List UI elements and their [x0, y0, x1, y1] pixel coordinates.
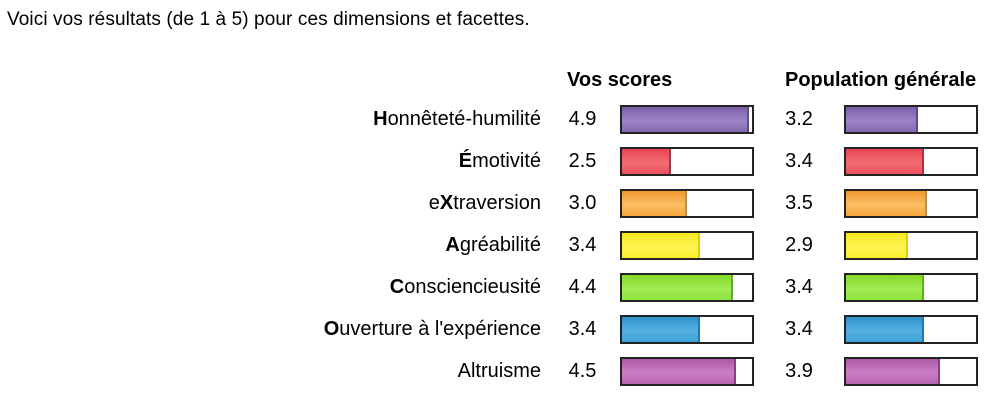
score-bar [620, 315, 754, 344]
result-row: Altruisme 4.5 3.9 [0, 357, 978, 386]
dimension-label: eXtraversion [428, 192, 541, 214]
score-bar [620, 105, 754, 134]
population-bar-fill [846, 107, 918, 132]
score-bar [620, 189, 754, 218]
population-bar [844, 357, 978, 386]
score-bar-fill [622, 149, 671, 174]
population-bar [844, 231, 978, 260]
population-value: 3.4 [785, 150, 813, 172]
result-row: Ouverture à l'expérience 3.4 3.4 [0, 315, 978, 344]
results-rows: Honnêteté-humilité 4.9 3.2 Émotivité 2.5… [0, 105, 978, 386]
column-header-population: Population générale [785, 69, 977, 91]
result-row: Honnêteté-humilité 4.9 3.2 [0, 105, 978, 134]
population-bar [844, 147, 978, 176]
population-value: 3.5 [785, 192, 813, 214]
score-bar-fill [622, 233, 700, 258]
score-value: 4.9 [568, 108, 597, 130]
page-title: Voici vos résultats (de 1 à 5) pour ces … [7, 9, 530, 30]
result-row: Émotivité 2.5 3.4 [0, 147, 978, 176]
dimension-label: Émotivité [458, 150, 541, 172]
score-bar [620, 147, 754, 176]
population-bar-fill [846, 149, 924, 174]
population-bar-fill [846, 275, 924, 300]
population-value: 2.9 [785, 234, 813, 256]
score-value: 3.4 [568, 234, 597, 256]
score-bar [620, 273, 754, 302]
score-bar-fill [622, 275, 733, 300]
population-bar-fill [846, 191, 928, 216]
score-value: 4.5 [568, 360, 597, 382]
population-bar-fill [846, 359, 941, 384]
score-value: 3.4 [568, 318, 597, 340]
dimension-label: Ouverture à l'expérience [323, 318, 541, 340]
population-bar [844, 105, 978, 134]
score-bar-fill [622, 359, 736, 384]
dimension-label: Consciencieusité [389, 276, 541, 298]
population-value: 3.2 [785, 108, 813, 130]
dimension-label: Honnêteté-humilité [373, 108, 541, 130]
population-value: 3.9 [785, 360, 813, 382]
result-row: eXtraversion 3.0 3.5 [0, 189, 978, 218]
population-bar [844, 315, 978, 344]
dimension-label: Altruisme [457, 360, 541, 382]
population-bar [844, 273, 978, 302]
result-row: Consciencieusité 4.4 3.4 [0, 273, 978, 302]
population-bar [844, 189, 978, 218]
score-bar-fill [622, 107, 749, 132]
score-bar-fill [622, 191, 687, 216]
population-value: 3.4 [785, 318, 813, 340]
score-value: 3.0 [568, 192, 597, 214]
column-header-scores: Vos scores [567, 69, 673, 91]
population-value: 3.4 [785, 276, 813, 298]
score-bar-fill [622, 317, 700, 342]
dimension-label: Agréabilité [445, 234, 541, 256]
result-row: Agréabilité 3.4 2.9 [0, 231, 978, 260]
population-bar-fill [846, 233, 908, 258]
score-bar [620, 357, 754, 386]
population-bar-fill [846, 317, 924, 342]
score-value: 2.5 [568, 150, 597, 172]
score-value: 4.4 [568, 276, 597, 298]
score-bar [620, 231, 754, 260]
